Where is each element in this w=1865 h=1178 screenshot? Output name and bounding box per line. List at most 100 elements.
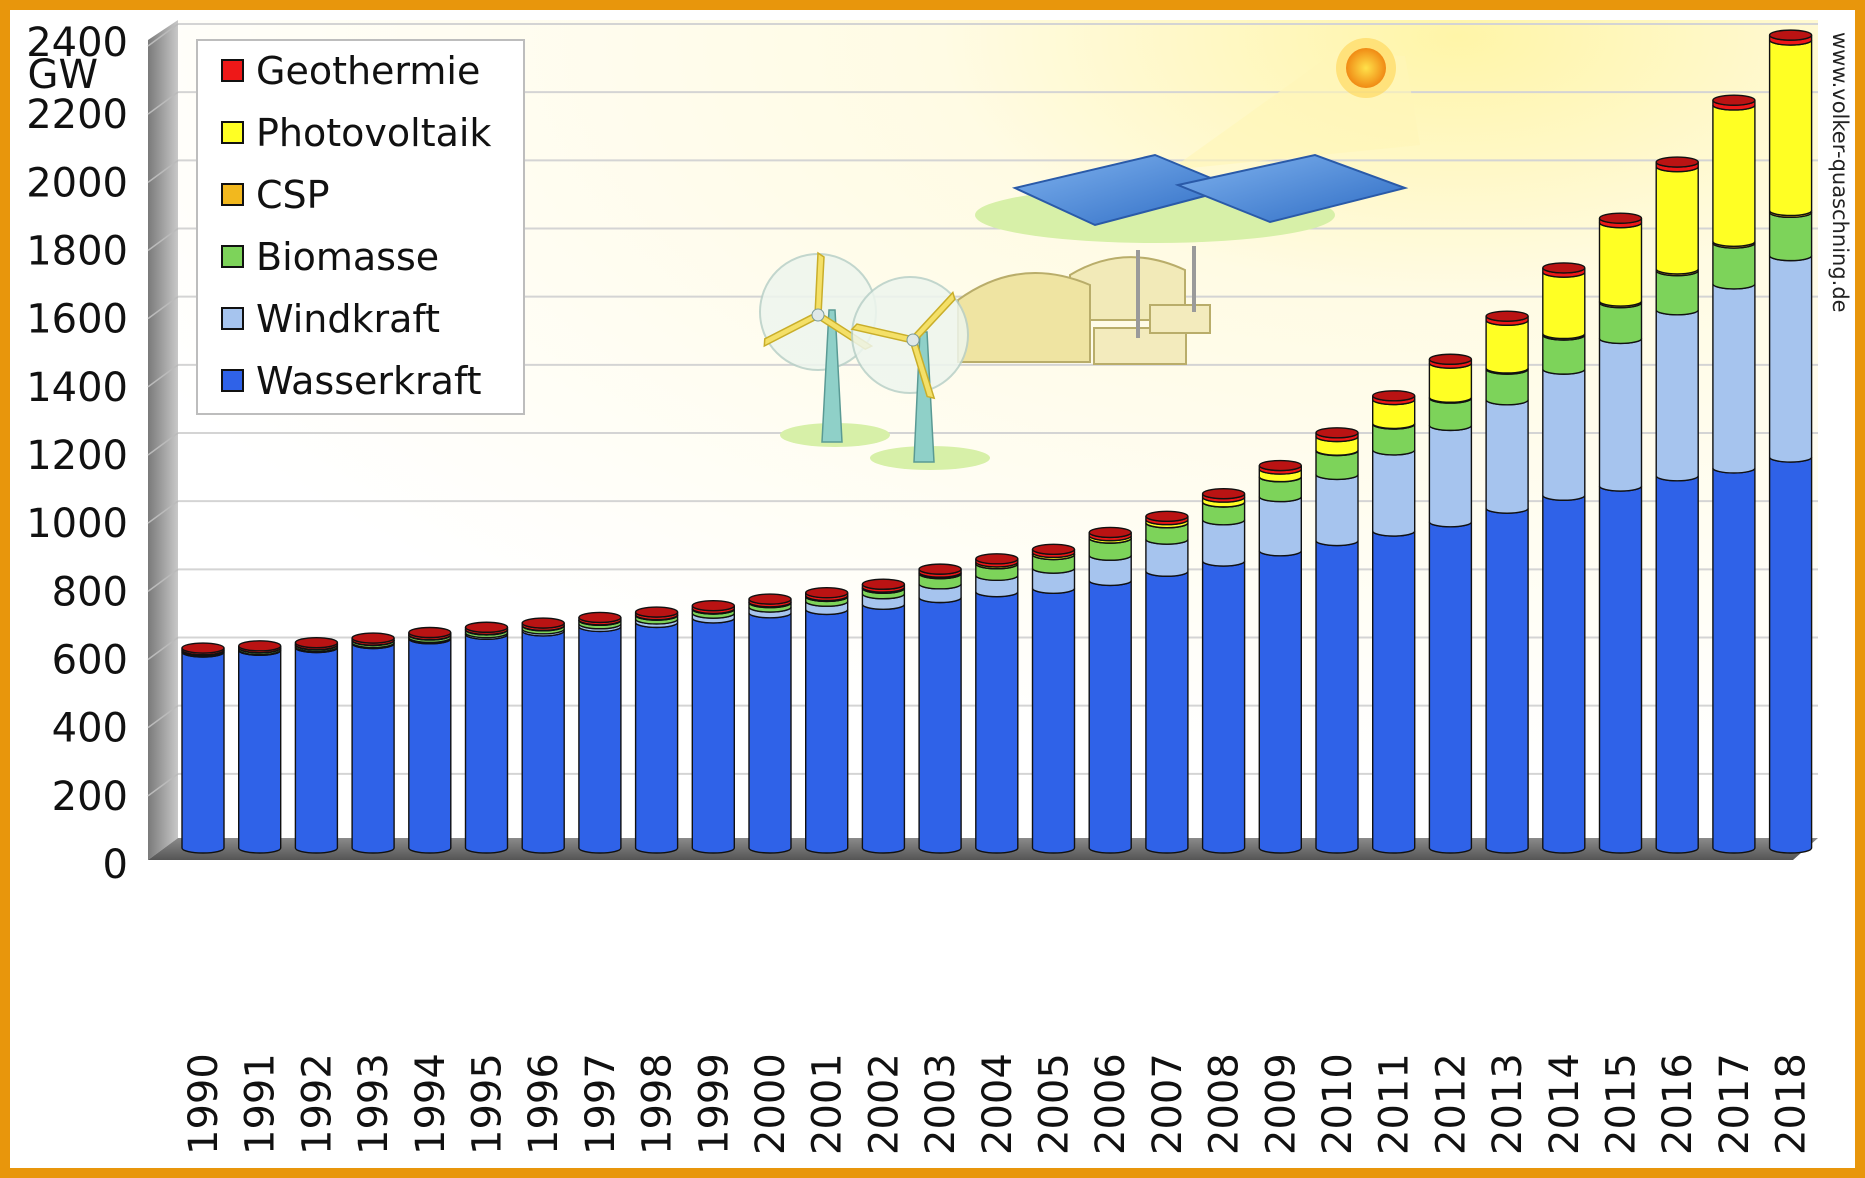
- gridline-wall: [147, 773, 179, 797]
- x-tick-label: 1995: [465, 1053, 511, 1155]
- bar-segment-photovoltaik: [1598, 222, 1643, 307]
- bar-top-cap: [351, 632, 395, 644]
- bar-segment-wasserkraft: [1372, 530, 1416, 854]
- bar-top-cap: [805, 587, 849, 599]
- x-tick-label: 2006: [1088, 1053, 1134, 1155]
- bar-stack-2004: [975, 553, 1019, 854]
- bar-segment-windkraft: [1598, 338, 1643, 492]
- bar-segment-wasserkraft: [1768, 456, 1813, 854]
- bar-stack-2003: [918, 563, 962, 854]
- bar-segment-wasserkraft: [1201, 560, 1246, 854]
- bar-segment-biomasse: [1655, 270, 1699, 316]
- bar-segment-wasserkraft: [464, 634, 509, 854]
- bar-stack-1991: [237, 640, 282, 854]
- source-watermark: www.volker-quaschning.de: [1828, 32, 1852, 313]
- x-tick-label: 2007: [1145, 1053, 1191, 1155]
- bar-segment-windkraft: [1655, 309, 1699, 482]
- gridline-wall: [147, 432, 179, 456]
- bar-stack-2009: [1258, 459, 1303, 854]
- bar-top-cap: [1428, 353, 1473, 365]
- bar-segment-biomasse: [1712, 242, 1756, 290]
- bar-segment-wasserkraft: [238, 650, 282, 854]
- bar-segment-wasserkraft: [805, 609, 849, 854]
- bar-top-cap: [294, 636, 339, 649]
- gridline-wall: [147, 500, 179, 524]
- bar-segment-wasserkraft: [1598, 485, 1643, 854]
- legend-swatch-wasserkraft: [221, 369, 244, 392]
- bar-stack-2008: [1201, 488, 1246, 854]
- legend-swatch-geothermie: [221, 59, 244, 82]
- x-tick-label: 2015: [1599, 1053, 1645, 1155]
- legend-swatch-windkraft: [221, 307, 244, 330]
- bar-segment-wasserkraft: [294, 647, 339, 854]
- x-tick-label: 1993: [351, 1053, 397, 1155]
- x-tick-label: 1998: [635, 1053, 681, 1155]
- stacked-bar-chart: 0 200 400 600 800 1000 1200 1400 1600 1800 2000 220…: [26, 20, 1852, 1155]
- gridline-wall: [147, 91, 179, 115]
- legend-label-wasserkraft: Wasserkraft: [256, 359, 482, 403]
- bar-segment-windkraft: [1372, 449, 1416, 537]
- legend-label-csp: CSP: [256, 173, 330, 217]
- legend-swatch-csp: [221, 183, 244, 206]
- x-tick-label: 1997: [578, 1053, 624, 1155]
- x-tick-label: 2000: [748, 1053, 794, 1155]
- bar-segment-wasserkraft: [1712, 467, 1756, 854]
- bar-top-cap: [1712, 94, 1756, 106]
- legend-label-geothermie: Geothermie: [256, 49, 480, 93]
- bar-top-cap: [1485, 310, 1529, 322]
- plot-side-wall: [148, 20, 178, 860]
- renewables-illustration: [759, 38, 1420, 470]
- bar-segment-wasserkraft: [1485, 507, 1529, 854]
- legend: Geothermie Photovoltaik CSP Biomasse Windkra…: [196, 39, 525, 415]
- gridline-wall: [147, 23, 179, 47]
- gridline-wall: [147, 364, 179, 388]
- legend-swatch-photovoltaik: [221, 121, 244, 144]
- bar-stack-1992: [294, 636, 339, 854]
- bar-top-cap: [1145, 510, 1189, 523]
- bar-stack-1994: [408, 626, 452, 854]
- bar-segment-photovoltaik: [1712, 104, 1756, 248]
- bar-stack-2006: [1088, 526, 1132, 854]
- bar-stack-2015: [1598, 212, 1643, 854]
- bar-segment-windkraft: [1428, 425, 1473, 528]
- bar-top-cap: [691, 599, 735, 612]
- bar-top-cap: [634, 606, 679, 618]
- x-tick-label: 2004: [975, 1053, 1021, 1155]
- bar-stack-1995: [464, 621, 509, 854]
- bar-top-cap: [237, 640, 282, 652]
- bar-stack-1998: [634, 606, 679, 854]
- bar-top-cap: [181, 642, 225, 654]
- bar-segment-biomasse: [1542, 334, 1586, 375]
- bar-stack-2000: [748, 593, 792, 854]
- bar-stack-1990: [181, 642, 225, 854]
- y-tick-label: 1400: [26, 365, 128, 411]
- legend-label-photovoltaik: Photovoltaik: [256, 111, 491, 155]
- bar-segment-photovoltaik: [1485, 320, 1529, 374]
- wind-turbine-right: [850, 276, 990, 470]
- x-tick-label: 1996: [521, 1053, 567, 1155]
- bar-segment-photovoltaik: [1768, 39, 1813, 217]
- bar-segment-wasserkraft: [578, 626, 622, 854]
- y-axis-unit: GW: [27, 52, 98, 98]
- bar-top-cap: [1598, 212, 1643, 224]
- bar-top-cap: [861, 578, 906, 590]
- x-tick-label: 2003: [918, 1053, 964, 1155]
- legend-label-windkraft: Windkraft: [256, 297, 440, 341]
- bar-stack-2005: [1031, 543, 1076, 854]
- bar-top-cap: [521, 617, 565, 629]
- bar-stack-2018: [1768, 29, 1813, 854]
- bar-segment-wasserkraft: [1031, 588, 1076, 854]
- bar-segment-wasserkraft: [918, 597, 962, 854]
- bar-segment-wasserkraft: [691, 617, 735, 854]
- y-tick-label: 1800: [26, 229, 128, 275]
- x-tick-label: 1992: [294, 1053, 340, 1155]
- bar-segment-wasserkraft: [1428, 521, 1473, 854]
- bar-stack-2001: [805, 587, 849, 854]
- bar-stack-2017: [1712, 94, 1756, 854]
- bar-top-cap: [975, 553, 1019, 565]
- gridline-wall: [147, 296, 179, 320]
- legend-box: [196, 39, 525, 415]
- bar-segment-photovoltaik: [1655, 166, 1699, 275]
- y-tick-label: 0: [103, 842, 128, 888]
- x-tick-label: 2012: [1428, 1053, 1474, 1155]
